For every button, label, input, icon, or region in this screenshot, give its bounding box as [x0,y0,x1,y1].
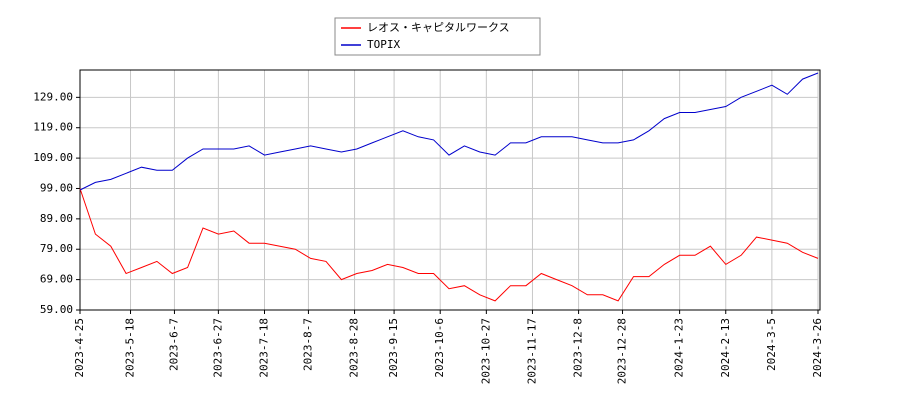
x-tick-label: 2023-11-17 [525,318,538,384]
x-tick-label: 2024-3-26 [811,318,824,378]
y-tick-label: 109.00 [33,151,73,164]
y-tick-label: 119.00 [33,121,73,134]
x-tick-label: 2023-12-8 [572,318,585,378]
x-tick-label: 2023-7-18 [258,318,271,378]
y-tick-label: 69.00 [40,273,73,286]
y-tick-label: 99.00 [40,181,73,194]
x-tick-label: 2023-8-28 [348,318,361,378]
x-tick-label: 2024-1-23 [673,318,686,378]
x-tick-label: 2023-8-7 [301,318,314,371]
x-tick-label: 2023-6-27 [211,318,224,378]
x-tick-label: 2023-10-6 [433,318,446,378]
y-tick-label: 89.00 [40,212,73,225]
series-line [79,72,819,191]
y-tick-label: 59.00 [40,303,73,316]
x-tick-label: 2023-4-25 [73,318,86,378]
plot-frame [79,69,821,311]
x-tick-label: 2023-5-18 [124,318,137,378]
x-tick-label: 2024-3-5 [765,318,778,371]
legend-label: TOPIX [367,38,400,51]
x-tick-label: 2023-12-28 [616,318,629,384]
series-line [79,188,819,302]
x-tick-label: 2023-9-15 [387,318,400,378]
legend-label: レオス・キャピタルワークス [367,21,510,34]
x-tick-label: 2024-2-13 [719,318,732,378]
x-tick-label: 2023-6-7 [167,318,180,371]
y-tick-label: 129.00 [33,90,73,103]
y-tick-label: 79.00 [40,242,73,255]
legend-box [334,17,541,56]
x-tick-label: 2023-10-27 [479,318,492,384]
